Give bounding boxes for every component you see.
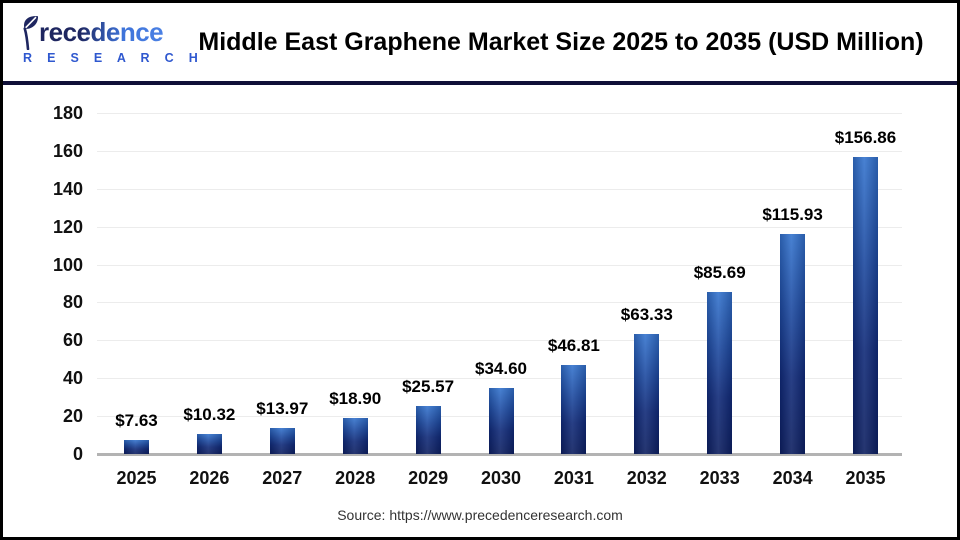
gridline bbox=[97, 302, 902, 304]
leaf-p-icon bbox=[23, 16, 39, 50]
y-axis-label: 120 bbox=[52, 216, 83, 237]
bar-2032 bbox=[634, 334, 660, 454]
bar-value-label: $46.81 bbox=[547, 336, 600, 356]
brand-wordmark: recedence bbox=[21, 14, 181, 50]
x-axis-label: 2029 bbox=[408, 468, 449, 488]
bar-value-label: $63.33 bbox=[620, 305, 673, 325]
bar-2033 bbox=[707, 291, 733, 454]
y-axis-label: 80 bbox=[62, 292, 83, 313]
y-axis-label: 60 bbox=[62, 330, 83, 351]
x-axis-label: 2025 bbox=[116, 468, 157, 488]
bar-2027 bbox=[269, 427, 295, 454]
header: recedence R E S E A R C H Middle East Gr… bbox=[3, 3, 957, 81]
bar-2030 bbox=[488, 388, 514, 454]
plot-area: 0 20 40 60 80 100 120 140 160 180 $7.63 2025 $10.32 2… bbox=[3, 3, 957, 537]
x-axis-line bbox=[97, 453, 902, 456]
bar-value-label: $13.97 bbox=[256, 398, 309, 418]
y-axis-label: 180 bbox=[52, 103, 83, 123]
source-text: Source: https://www.precedenceresearch.c… bbox=[337, 507, 623, 523]
bar-value-label: $18.90 bbox=[329, 389, 382, 409]
gridline bbox=[97, 264, 902, 266]
bar-value-label: $7.63 bbox=[115, 410, 158, 430]
y-axis-label: 160 bbox=[52, 140, 83, 161]
x-axis-label: 2027 bbox=[262, 468, 303, 488]
y-axis-label: 40 bbox=[62, 368, 83, 389]
gridline bbox=[97, 226, 902, 228]
brand-logo: recedence R E S E A R C H bbox=[21, 14, 204, 65]
x-axis-label: 2032 bbox=[626, 468, 667, 488]
x-axis-label: 2035 bbox=[845, 468, 886, 488]
x-axis-label: 2034 bbox=[772, 468, 813, 488]
bar-2031 bbox=[561, 365, 587, 454]
bar-2028 bbox=[342, 418, 368, 454]
bar-value-label: $115.93 bbox=[762, 205, 823, 225]
x-axis-label: 2033 bbox=[699, 468, 740, 488]
header-divider bbox=[3, 81, 957, 85]
x-axis-label: 2026 bbox=[189, 468, 230, 488]
gridline bbox=[97, 378, 902, 380]
brand-text-rest: recedence bbox=[39, 14, 164, 47]
chart-title: Middle East Graphene Market Size 2025 to… bbox=[198, 27, 924, 56]
x-axis-label: 2031 bbox=[553, 468, 594, 488]
bar-2025 bbox=[124, 439, 149, 454]
bar-value-label: $34.60 bbox=[475, 359, 527, 379]
x-axis-label: 2030 bbox=[480, 468, 522, 488]
bar-value-label: $156.86 bbox=[834, 127, 897, 147]
gridline bbox=[97, 188, 902, 190]
bar-value-label: $10.32 bbox=[183, 405, 236, 425]
y-axis-label: 0 bbox=[72, 444, 83, 464]
y-axis-label: 20 bbox=[62, 406, 83, 427]
bar-2026 bbox=[196, 434, 222, 454]
bar-value-label: $85.69 bbox=[693, 262, 746, 282]
y-axis-label: 140 bbox=[52, 178, 83, 199]
gridline bbox=[97, 340, 902, 342]
bar-value-label: $25.57 bbox=[402, 376, 455, 396]
brand-subtitle: R E S E A R C H bbox=[23, 51, 204, 65]
x-axis-label: 2028 bbox=[335, 468, 376, 488]
bar-2034 bbox=[780, 234, 806, 454]
bar-2029 bbox=[415, 405, 441, 454]
gridline bbox=[97, 150, 902, 152]
bar-2035 bbox=[853, 156, 878, 454]
gridline bbox=[97, 113, 902, 114]
y-axis-label: 100 bbox=[52, 254, 83, 275]
